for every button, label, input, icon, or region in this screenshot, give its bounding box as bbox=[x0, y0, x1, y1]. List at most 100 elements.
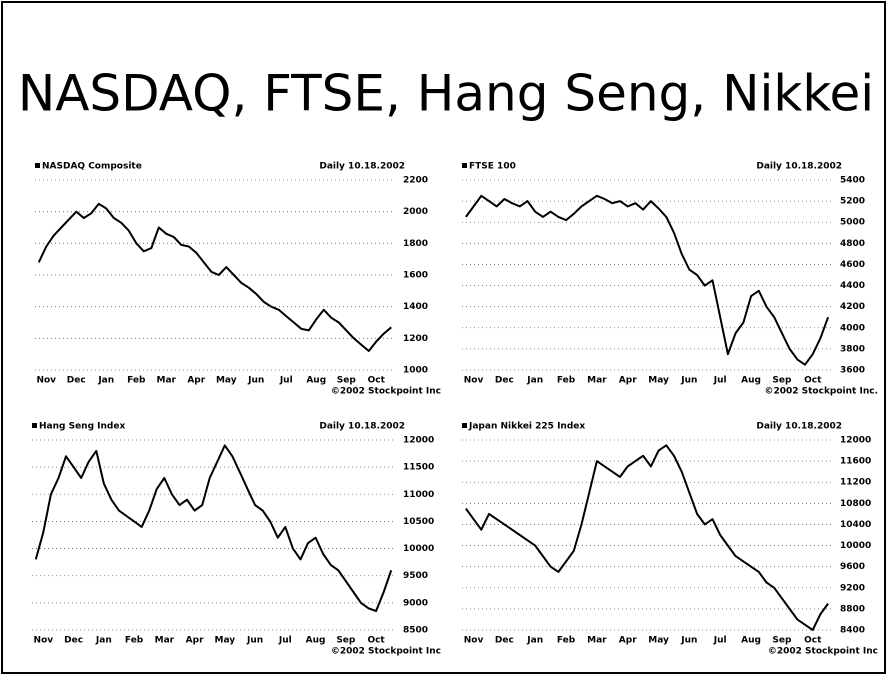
x-tick-label: Apr bbox=[187, 376, 205, 386]
x-tick-label: Feb bbox=[557, 636, 576, 646]
y-tick-label: 5400 bbox=[840, 176, 865, 186]
x-tick-label: Sep bbox=[336, 636, 356, 646]
y-tick-label: 4400 bbox=[840, 281, 865, 291]
x-tick-label: Dec bbox=[67, 376, 86, 386]
y-tick-label: 1400 bbox=[403, 302, 428, 312]
y-tick-label: 8500 bbox=[403, 626, 428, 636]
title-bullet bbox=[462, 423, 467, 428]
y-tick-label: 4000 bbox=[840, 323, 865, 333]
chart-subtitle: Daily 10.18.2002 bbox=[756, 422, 842, 432]
credit: ©2002 Stockpoint Inc bbox=[768, 647, 878, 657]
x-tick-label: Mar bbox=[155, 636, 175, 646]
chart-subtitle: Daily 10.18.2002 bbox=[319, 422, 405, 432]
y-tick-label: 10400 bbox=[840, 520, 871, 530]
y-tick-label: 1800 bbox=[403, 239, 428, 249]
y-tick-label: 5200 bbox=[840, 197, 865, 207]
x-tick-label: Nov bbox=[464, 376, 484, 386]
y-tick-label: 9600 bbox=[840, 562, 865, 572]
x-tick-label: Mar bbox=[587, 636, 607, 646]
x-tick-label: Jul bbox=[278, 636, 292, 646]
credit: ©2002 Stockpoint Inc bbox=[331, 387, 441, 397]
chart-title: NASDAQ Composite bbox=[42, 162, 142, 172]
x-tick-label: May bbox=[215, 636, 236, 646]
x-tick-label: Jan bbox=[95, 636, 112, 646]
x-tick-label: Nov bbox=[36, 376, 56, 386]
x-tick-label: May bbox=[216, 376, 237, 386]
x-tick-label: Nov bbox=[34, 636, 54, 646]
x-tick-label: Feb bbox=[127, 376, 146, 386]
x-tick-label: Jun bbox=[246, 636, 263, 646]
x-tick-label: Sep bbox=[772, 376, 792, 386]
y-tick-label: 2000 bbox=[403, 207, 428, 217]
x-tick-label: May bbox=[648, 636, 669, 646]
y-tick-label: 8400 bbox=[840, 626, 865, 636]
y-tick-label: 1200 bbox=[403, 334, 428, 344]
y-tick-label: 5000 bbox=[840, 218, 865, 228]
x-tick-label: Dec bbox=[495, 376, 514, 386]
x-tick-label: Apr bbox=[619, 376, 637, 386]
x-tick-label: May bbox=[648, 376, 669, 386]
x-tick-label: Oct bbox=[368, 376, 386, 386]
y-tick-label: 3800 bbox=[840, 344, 865, 354]
x-tick-label: Mar bbox=[587, 376, 607, 386]
price-line bbox=[34, 444, 393, 612]
y-tick-label: 8800 bbox=[840, 604, 865, 614]
x-tick-label: Jan bbox=[97, 376, 114, 386]
chart-title: Hang Seng Index bbox=[39, 422, 125, 432]
x-tick-label: Jul bbox=[713, 376, 727, 386]
x-tick-label: Mar bbox=[157, 376, 177, 386]
x-tick-label: Jun bbox=[680, 636, 697, 646]
y-tick-label: 10500 bbox=[403, 517, 434, 527]
y-tick-label: 10000 bbox=[840, 541, 871, 551]
x-tick-label: Aug bbox=[741, 636, 761, 646]
y-tick-label: 9200 bbox=[840, 583, 865, 593]
x-tick-label: Aug bbox=[306, 376, 326, 386]
price-line bbox=[37, 202, 392, 352]
x-tick-label: Jan bbox=[526, 636, 543, 646]
x-tick-label: Oct bbox=[804, 376, 822, 386]
x-tick-label: Sep bbox=[772, 636, 792, 646]
price-line bbox=[465, 444, 829, 631]
x-tick-label: Jan bbox=[526, 376, 543, 386]
y-tick-label: 11600 bbox=[840, 457, 871, 467]
x-tick-label: Aug bbox=[306, 636, 326, 646]
y-tick-label: 10800 bbox=[840, 499, 871, 509]
x-tick-label: Dec bbox=[64, 636, 83, 646]
y-tick-label: 1600 bbox=[403, 271, 428, 281]
y-tick-label: 3600 bbox=[840, 366, 865, 376]
chart-subtitle: Daily 10.18.2002 bbox=[756, 162, 842, 172]
y-tick-label: 11200 bbox=[840, 478, 871, 488]
price-line bbox=[465, 194, 830, 366]
y-tick-label: 9000 bbox=[403, 598, 428, 608]
y-tick-label: 11500 bbox=[403, 463, 434, 473]
y-tick-label: 1000 bbox=[403, 366, 428, 376]
y-tick-label: 9500 bbox=[403, 571, 428, 581]
x-tick-label: Aug bbox=[741, 376, 761, 386]
chart-subtitle: Daily 10.18.2002 bbox=[319, 162, 405, 172]
chart-title: Japan Nikkei 225 Index bbox=[468, 422, 585, 432]
x-tick-label: Jul bbox=[279, 376, 293, 386]
x-tick-label: Jul bbox=[713, 636, 727, 646]
y-tick-label: 4600 bbox=[840, 260, 865, 270]
title-bullet bbox=[32, 423, 37, 428]
x-tick-label: Jun bbox=[680, 376, 697, 386]
x-tick-label: Oct bbox=[367, 636, 385, 646]
y-tick-label: 4800 bbox=[840, 239, 865, 249]
y-tick-label: 4200 bbox=[840, 302, 865, 312]
chart-title: FTSE 100 bbox=[469, 162, 516, 172]
title-bullet bbox=[35, 163, 40, 168]
credit: ©2002 Stockpoint Inc bbox=[331, 647, 441, 657]
y-tick-label: 10000 bbox=[403, 544, 434, 554]
y-tick-label: 2200 bbox=[403, 176, 428, 186]
x-tick-label: Jun bbox=[247, 376, 264, 386]
title-bullet bbox=[462, 163, 467, 168]
y-tick-label: 12000 bbox=[840, 436, 871, 446]
x-tick-label: Dec bbox=[495, 636, 514, 646]
y-tick-label: 12000 bbox=[403, 436, 434, 446]
x-tick-label: Apr bbox=[619, 636, 637, 646]
y-tick-label: 11000 bbox=[403, 490, 434, 500]
x-tick-label: Oct bbox=[804, 636, 822, 646]
x-tick-label: Apr bbox=[186, 636, 204, 646]
